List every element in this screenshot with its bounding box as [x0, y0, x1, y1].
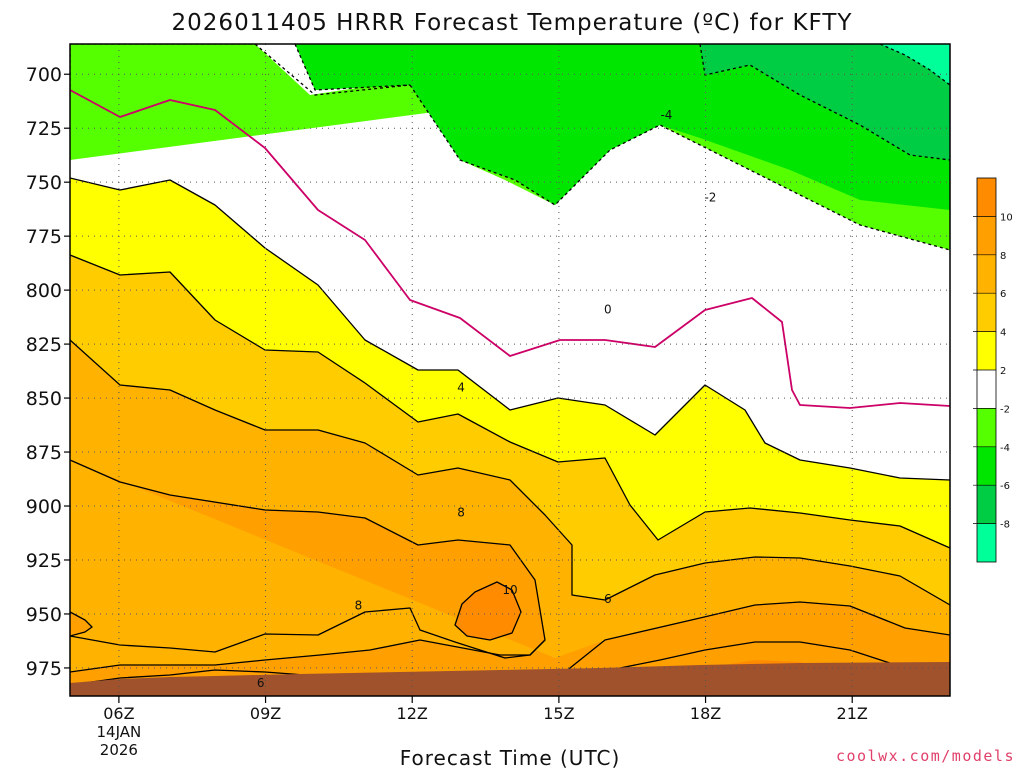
x-tick-label: 18Z	[690, 704, 721, 723]
contour-label: 8	[457, 505, 465, 519]
warm-band-fill	[70, 340, 950, 696]
colorbar: 10 8 6 4 2 -2 -4 -6 -8	[973, 177, 1013, 563]
y-tick-label: 850	[26, 388, 62, 410]
y-axis: 700 725 750 775 800 825 850 875 900 925 950 975	[26, 64, 70, 680]
y-tick-label: 875	[26, 442, 62, 464]
ground-surface	[70, 662, 950, 696]
y-tick-label: 825	[26, 334, 62, 356]
y-tick-label: 925	[26, 550, 62, 572]
temperature-isotherm	[70, 607, 546, 659]
colorbar-label: -6	[1000, 481, 1010, 492]
colorbar-label: -2	[1000, 404, 1010, 415]
x-tick-label: 06Z	[103, 704, 134, 723]
colorbar-swatch	[977, 216, 996, 255]
contour-label: 6	[604, 592, 612, 606]
colorbar-swatch	[977, 485, 996, 524]
cold-band-fill	[880, 44, 950, 85]
y-tick-label: 725	[26, 118, 62, 140]
colorbar-swatch	[977, 370, 996, 409]
x-tick-sublabel: 14JAN	[97, 723, 142, 741]
temperature-fills	[70, 44, 950, 696]
colorbar-label: 2	[1000, 366, 1006, 377]
temperature-isotherm	[70, 254, 950, 549]
temperature-isotherm	[699, 44, 950, 161]
plot-area: -4 -2 0 4 8 10 6 8 6	[70, 44, 950, 696]
y-tick-label: 700	[26, 64, 62, 86]
plot-frame	[69, 43, 951, 697]
colorbar-label: -8	[1000, 520, 1010, 531]
colorbar-swatch	[977, 523, 996, 562]
grid-lines	[70, 44, 950, 696]
contour-label: 0	[604, 303, 612, 317]
temperature-isotherm	[554, 601, 950, 681]
warm-band-fill	[455, 582, 521, 640]
x-tick-label: 21Z	[837, 704, 868, 723]
colorbar-swatch	[977, 254, 996, 294]
x-tick-label: 15Z	[543, 704, 574, 723]
y-tick-label: 900	[26, 496, 62, 518]
temperature-isotherm	[409, 84, 950, 251]
temperature-isotherm	[294, 44, 411, 91]
warm-band-fill	[70, 460, 950, 696]
y-tick-label: 975	[26, 658, 62, 680]
contour-label: 6	[257, 676, 265, 690]
x-tick-sublabel: 2026	[100, 741, 138, 759]
x-axis-label: Forecast Time (UTC)	[400, 746, 621, 768]
colorbar-label: 8	[1000, 251, 1006, 262]
y-tick-label: 800	[26, 280, 62, 302]
warm-band-fill	[70, 612, 92, 636]
temperature-isotherm	[879, 44, 950, 86]
contour-label: 8	[355, 598, 363, 612]
temperature-isotherm	[70, 177, 950, 481]
x-tick-label: 12Z	[397, 704, 428, 723]
colorbar-label: 4	[1000, 328, 1006, 339]
temperature-isotherm	[454, 581, 522, 641]
y-tick-label: 775	[26, 226, 62, 248]
zero-degree-isotherm	[70, 89, 950, 409]
x-tick-label: 09Z	[250, 704, 281, 723]
colorbar-label: 10	[1000, 212, 1013, 223]
cold-band-fill	[700, 44, 950, 160]
contour-label: -2	[704, 190, 716, 204]
temperature-isotherm	[70, 339, 950, 606]
colorbar-swatch	[977, 293, 996, 332]
temperature-isotherm	[70, 611, 93, 637]
colorbar-label: 6	[1000, 289, 1006, 300]
contour-label: -4	[660, 108, 672, 122]
y-tick-label: 750	[26, 172, 62, 194]
chart-title: 2026011405 HRRR Forecast Temperature (ºC…	[172, 10, 853, 36]
credit-text: coolwx.com/models	[836, 747, 1015, 765]
temperature-isotherm	[554, 641, 950, 691]
colorbar-swatch	[977, 408, 996, 447]
contour-label: 10	[502, 583, 517, 597]
colorbar-label: -4	[1000, 443, 1010, 454]
contour-label: 4	[457, 380, 465, 394]
y-tick-label: 950	[26, 604, 62, 626]
contour-labels: -4 -2 0 4 8 10 6 8 6	[257, 108, 717, 690]
contour-lines	[70, 44, 950, 696]
colorbar-swatch	[977, 178, 996, 217]
colorbar-swatch	[977, 446, 996, 486]
temperature-isotherm	[70, 459, 546, 673]
colorbar-swatch	[977, 331, 996, 370]
